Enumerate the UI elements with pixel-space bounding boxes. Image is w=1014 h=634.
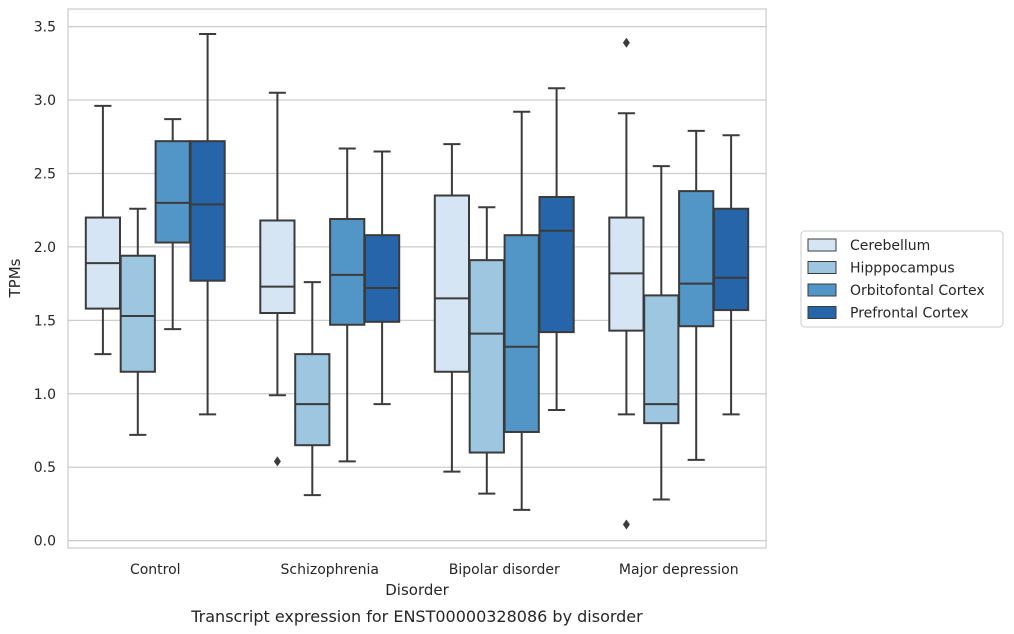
legend-label: Hipppocampus [850, 261, 955, 277]
box-iqr [678, 190, 715, 328]
legend-swatch [807, 261, 837, 274]
outlier-point [622, 519, 630, 530]
legend-swatch [807, 283, 837, 297]
legend-label: Prefrontal Cortex [850, 306, 969, 322]
outlier-point [622, 37, 630, 48]
box-groups [84, 32, 750, 530]
box-2-0 [154, 118, 191, 331]
box-iqr [433, 194, 471, 373]
y-tick-label: 2.5 [34, 166, 56, 182]
outlier-point [273, 456, 281, 467]
box-3-3 [712, 134, 750, 416]
legend-swatch [807, 238, 837, 252]
box-3-1 [363, 150, 401, 406]
box-1-3 [643, 165, 680, 501]
box-2-1 [329, 147, 366, 463]
box-iqr [259, 219, 296, 315]
y-tick-label: 0.0 [34, 534, 56, 550]
box-3-2 [538, 87, 575, 411]
y-tick-label: 1.0 [34, 387, 56, 403]
legend: Cerebellum Hipppocampus Orbitofontal Corte… [800, 230, 1004, 328]
x-tick-labels: Control Schizophrenia Bipolar disorder Majo… [130, 562, 739, 578]
box-iqr [643, 294, 680, 425]
box-iqr [119, 254, 156, 373]
box-1-0 [119, 207, 156, 436]
box-0-0 [84, 104, 122, 356]
legend-label: Cerebellum [850, 238, 930, 254]
box-iqr [363, 234, 401, 323]
x-tick-label: Control [130, 562, 181, 578]
box-3-0 [189, 32, 226, 416]
box-iqr [712, 207, 750, 312]
legend-entries: Cerebellum Hipppocampus Orbitofontal Corte… [807, 238, 985, 322]
box-iqr [154, 140, 191, 244]
box-iqr [294, 353, 331, 447]
x-tick-label: Major depression [619, 562, 739, 578]
box-0-3 [608, 37, 645, 530]
plot-frame [67, 8, 767, 549]
y-tick-label: 1.5 [34, 313, 56, 329]
x-axis-label: Disorder [385, 581, 449, 599]
x-tick-label: Schizophrenia [281, 562, 379, 578]
box-iqr [538, 195, 575, 334]
y-axis-label: TPMs [6, 258, 24, 298]
box-iqr [468, 259, 505, 454]
legend-label: Orbitofontal Cortex [850, 283, 985, 299]
box-2-3 [678, 129, 715, 461]
box-0-1 [259, 91, 296, 467]
x-tick-label: Bipolar disorder [449, 562, 560, 578]
box-iqr [329, 218, 366, 326]
chart-caption: Transcript expression for ENST0000032808… [190, 607, 643, 626]
y-tick-label: 3.0 [34, 93, 56, 109]
y-tick-label: 2.0 [34, 240, 56, 256]
box-iqr [189, 140, 226, 282]
box-1-1 [294, 281, 331, 497]
y-tick-label: 0.5 [34, 460, 56, 476]
y-tick-labels: 0.0 0.5 1.0 1.5 2.0 2.5 3.0 3.5 [34, 20, 56, 550]
box-iqr [503, 234, 540, 433]
legend-frame [800, 230, 1004, 328]
box-0-2 [433, 143, 471, 473]
legend-swatch [807, 306, 837, 319]
y-tick-label: 3.5 [34, 20, 56, 36]
box-2-2 [503, 110, 540, 511]
box-1-2 [468, 206, 505, 495]
